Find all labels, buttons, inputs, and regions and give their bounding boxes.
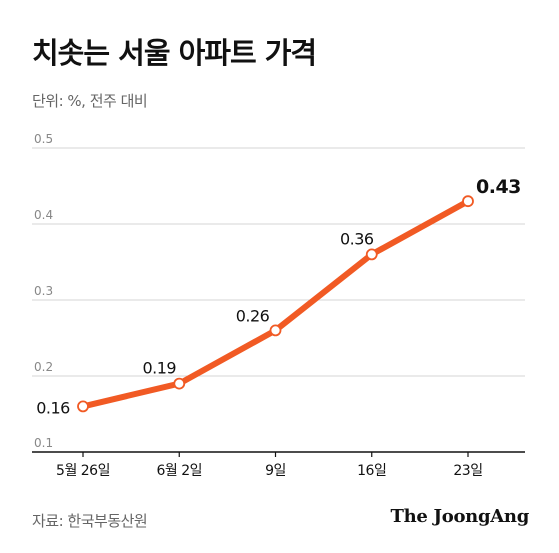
data-label: 0.16 [36,398,70,417]
data-point [269,324,282,337]
publisher-logo: The JoongAng [390,506,530,527]
data-point [173,377,186,390]
data-label: 0.26 [236,306,270,325]
data-label: 0.36 [340,229,374,248]
y-tick-label: 0.3 [34,284,53,298]
x-tick-label: 9일 [265,463,286,479]
data-point [365,248,378,261]
unit-note: 단위: %, 전주 대비 [32,92,148,110]
y-tick-label: 0.4 [34,208,53,222]
x-tick-label: 23일 [453,463,482,479]
data-label: 0.19 [142,359,176,378]
y-tick-label: 0.5 [34,132,53,146]
x-tick-label: 6월 2일 [156,463,202,479]
chart-title: 치솟는 서울 아파트 가격 [32,36,317,70]
x-tick-label: 5월 26일 [56,463,110,479]
data-label: 0.43 [476,176,521,198]
line-chart: 0.1 0.2 0.3 0.4 0.5 5월 26일 6월 2일 9일 16일 23일 0.16 0.… [32,132,525,479]
data-point [77,400,89,413]
source-note: 자료: 한국부동산원 [32,512,148,530]
y-tick-label: 0.1 [34,436,53,450]
x-tick-label: 16일 [357,463,386,479]
y-tick-label: 0.2 [34,360,53,374]
data-point [462,195,474,208]
